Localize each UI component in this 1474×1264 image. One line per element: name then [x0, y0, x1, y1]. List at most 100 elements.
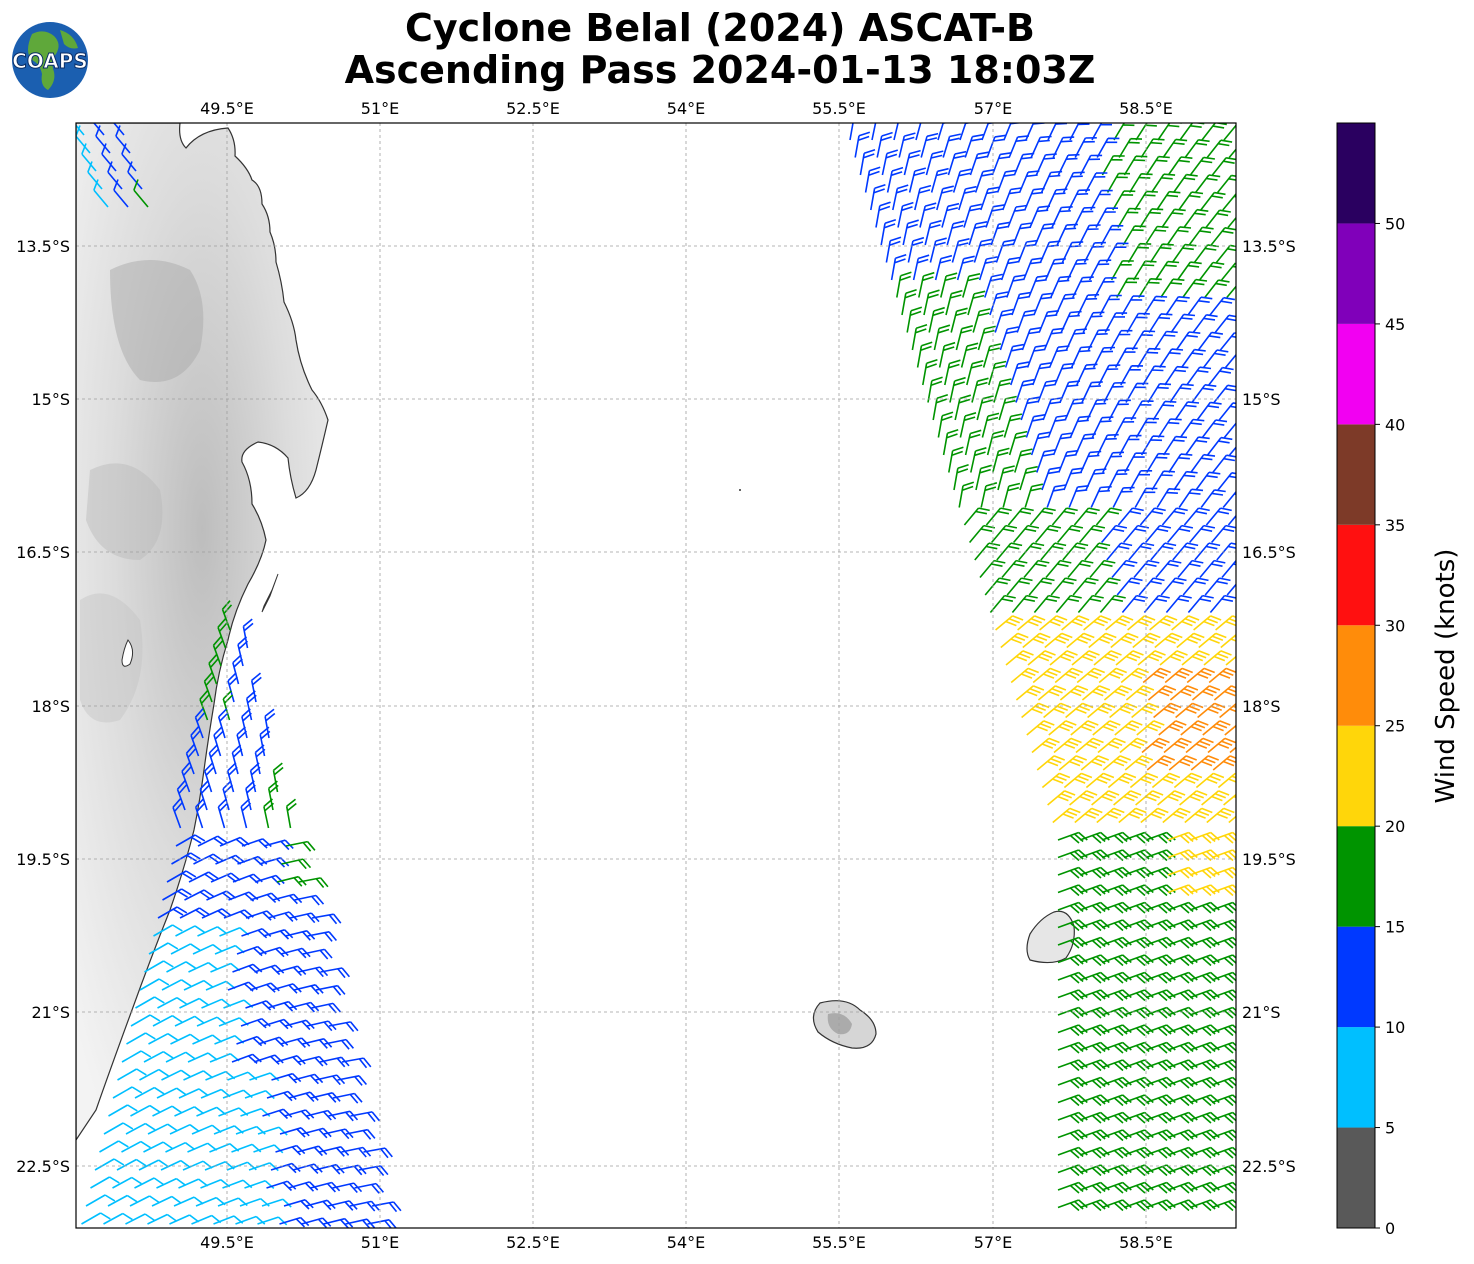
wind-barb	[976, 395, 994, 421]
wind-barb	[217, 618, 228, 649]
wind-barb	[1187, 594, 1214, 614]
wind-barb	[915, 123, 924, 141]
wind-barb	[1222, 490, 1236, 509]
wind-barb	[240, 798, 252, 829]
lat-tick-left: 16.5°S	[16, 543, 70, 562]
wind-barb	[1057, 1059, 1088, 1072]
wind-barb	[1171, 243, 1197, 263]
wind-barb	[197, 926, 228, 937]
wind-barb	[171, 852, 201, 865]
wind-barb	[932, 393, 949, 421]
wind-barb	[1150, 173, 1176, 193]
wind-barb	[181, 762, 192, 793]
wind-barb	[1211, 849, 1236, 862]
wind-barb	[1211, 1111, 1236, 1124]
wind-barb	[1057, 1094, 1088, 1107]
wind-barb	[1169, 383, 1194, 403]
wind-barb	[1069, 790, 1098, 806]
wind-barb	[1175, 331, 1201, 351]
wind-barb	[135, 996, 165, 1009]
wind-barb	[1151, 470, 1175, 491]
wind-barb	[1189, 1076, 1220, 1089]
wind-barb	[1211, 1146, 1236, 1159]
wind-barb	[1034, 524, 1062, 544]
wind-barb	[1192, 314, 1218, 333]
wind-barb	[1113, 123, 1135, 141]
wind-barb	[1145, 1059, 1176, 1072]
wind-barb	[187, 1052, 218, 1063]
wind-barb	[1057, 954, 1088, 967]
wind-barb	[1057, 1006, 1088, 1019]
lat-tick-left: 21°S	[31, 1003, 70, 1022]
wind-barb	[1081, 685, 1111, 701]
wind-barb	[1022, 632, 1051, 649]
wind-barb	[1195, 471, 1221, 491]
wind-barb	[1079, 936, 1110, 949]
wind-barb	[1015, 685, 1045, 701]
wind-barb	[1004, 343, 1024, 368]
wind-barb	[1189, 1059, 1220, 1072]
wind-barb	[922, 358, 938, 386]
wind-barb	[1023, 559, 1050, 579]
wind-barb	[1148, 313, 1173, 333]
wind-barb	[254, 874, 285, 886]
wind-barb	[1145, 1146, 1176, 1159]
lon-tick-top: 52.5°E	[506, 99, 560, 118]
wind-barb	[284, 1109, 315, 1120]
wind-barb	[1034, 222, 1056, 246]
colorbar-bin	[1337, 323, 1375, 425]
lon-tick-bottom: 51°E	[361, 1233, 399, 1252]
wind-barb	[1146, 452, 1170, 473]
wind-barb	[1184, 807, 1213, 824]
wind-barb	[1127, 242, 1152, 263]
wind-barb	[982, 343, 1002, 368]
colorbar-bin	[1337, 625, 1375, 726]
wind-barb	[1145, 971, 1176, 984]
wind-barb	[903, 149, 921, 176]
wind-barb	[1077, 594, 1104, 614]
wind-barb	[849, 123, 855, 141]
wind-barb	[919, 202, 937, 228]
wind-barb	[973, 238, 993, 263]
wind-barb	[1091, 123, 1113, 141]
wind-barb	[1150, 542, 1177, 561]
wind-barb	[298, 877, 329, 889]
wind-barb	[1223, 422, 1236, 439]
wind-barb	[174, 1015, 205, 1027]
wind-barb	[1027, 650, 1056, 666]
wind-barb	[1012, 524, 1040, 544]
wind-barb	[970, 447, 987, 473]
wind-barb	[1016, 309, 1037, 333]
wind-barb	[1220, 262, 1236, 281]
mauritius-island	[1026, 910, 1075, 964]
wind-barb	[936, 185, 954, 211]
wind-barb	[1055, 594, 1082, 614]
wind-barb	[893, 123, 901, 141]
wind-barb	[203, 672, 215, 703]
wind-barb	[81, 1212, 111, 1225]
wind-barb	[1137, 650, 1166, 666]
wind-barb	[1138, 278, 1162, 298]
colorbar-bin	[1337, 926, 1375, 1028]
wind-barb	[1076, 667, 1105, 684]
wind-barb	[134, 1177, 164, 1189]
wind-barb	[1110, 632, 1139, 649]
wind-barb	[311, 1002, 342, 1014]
wind-barb	[1116, 577, 1143, 596]
wind-barb	[197, 835, 228, 847]
madagascar-highlands	[110, 260, 204, 382]
wind-barb	[363, 1147, 393, 1159]
wind-barb	[1057, 1199, 1088, 1212]
wind-barb	[107, 161, 123, 190]
wind-barb	[126, 1032, 156, 1045]
wind-barb	[324, 1038, 355, 1050]
wind-barb	[1143, 594, 1170, 614]
wind-barb	[1079, 919, 1110, 932]
wind-barb	[1026, 344, 1047, 368]
wind-barb	[1022, 257, 1044, 281]
lat-tick-left: 22.5°S	[16, 1157, 70, 1176]
colorbar-tick-label: 35	[1385, 516, 1405, 535]
wind-barb	[1123, 1094, 1154, 1107]
wind-barb	[1114, 347, 1138, 368]
wind-barb	[1093, 650, 1122, 666]
